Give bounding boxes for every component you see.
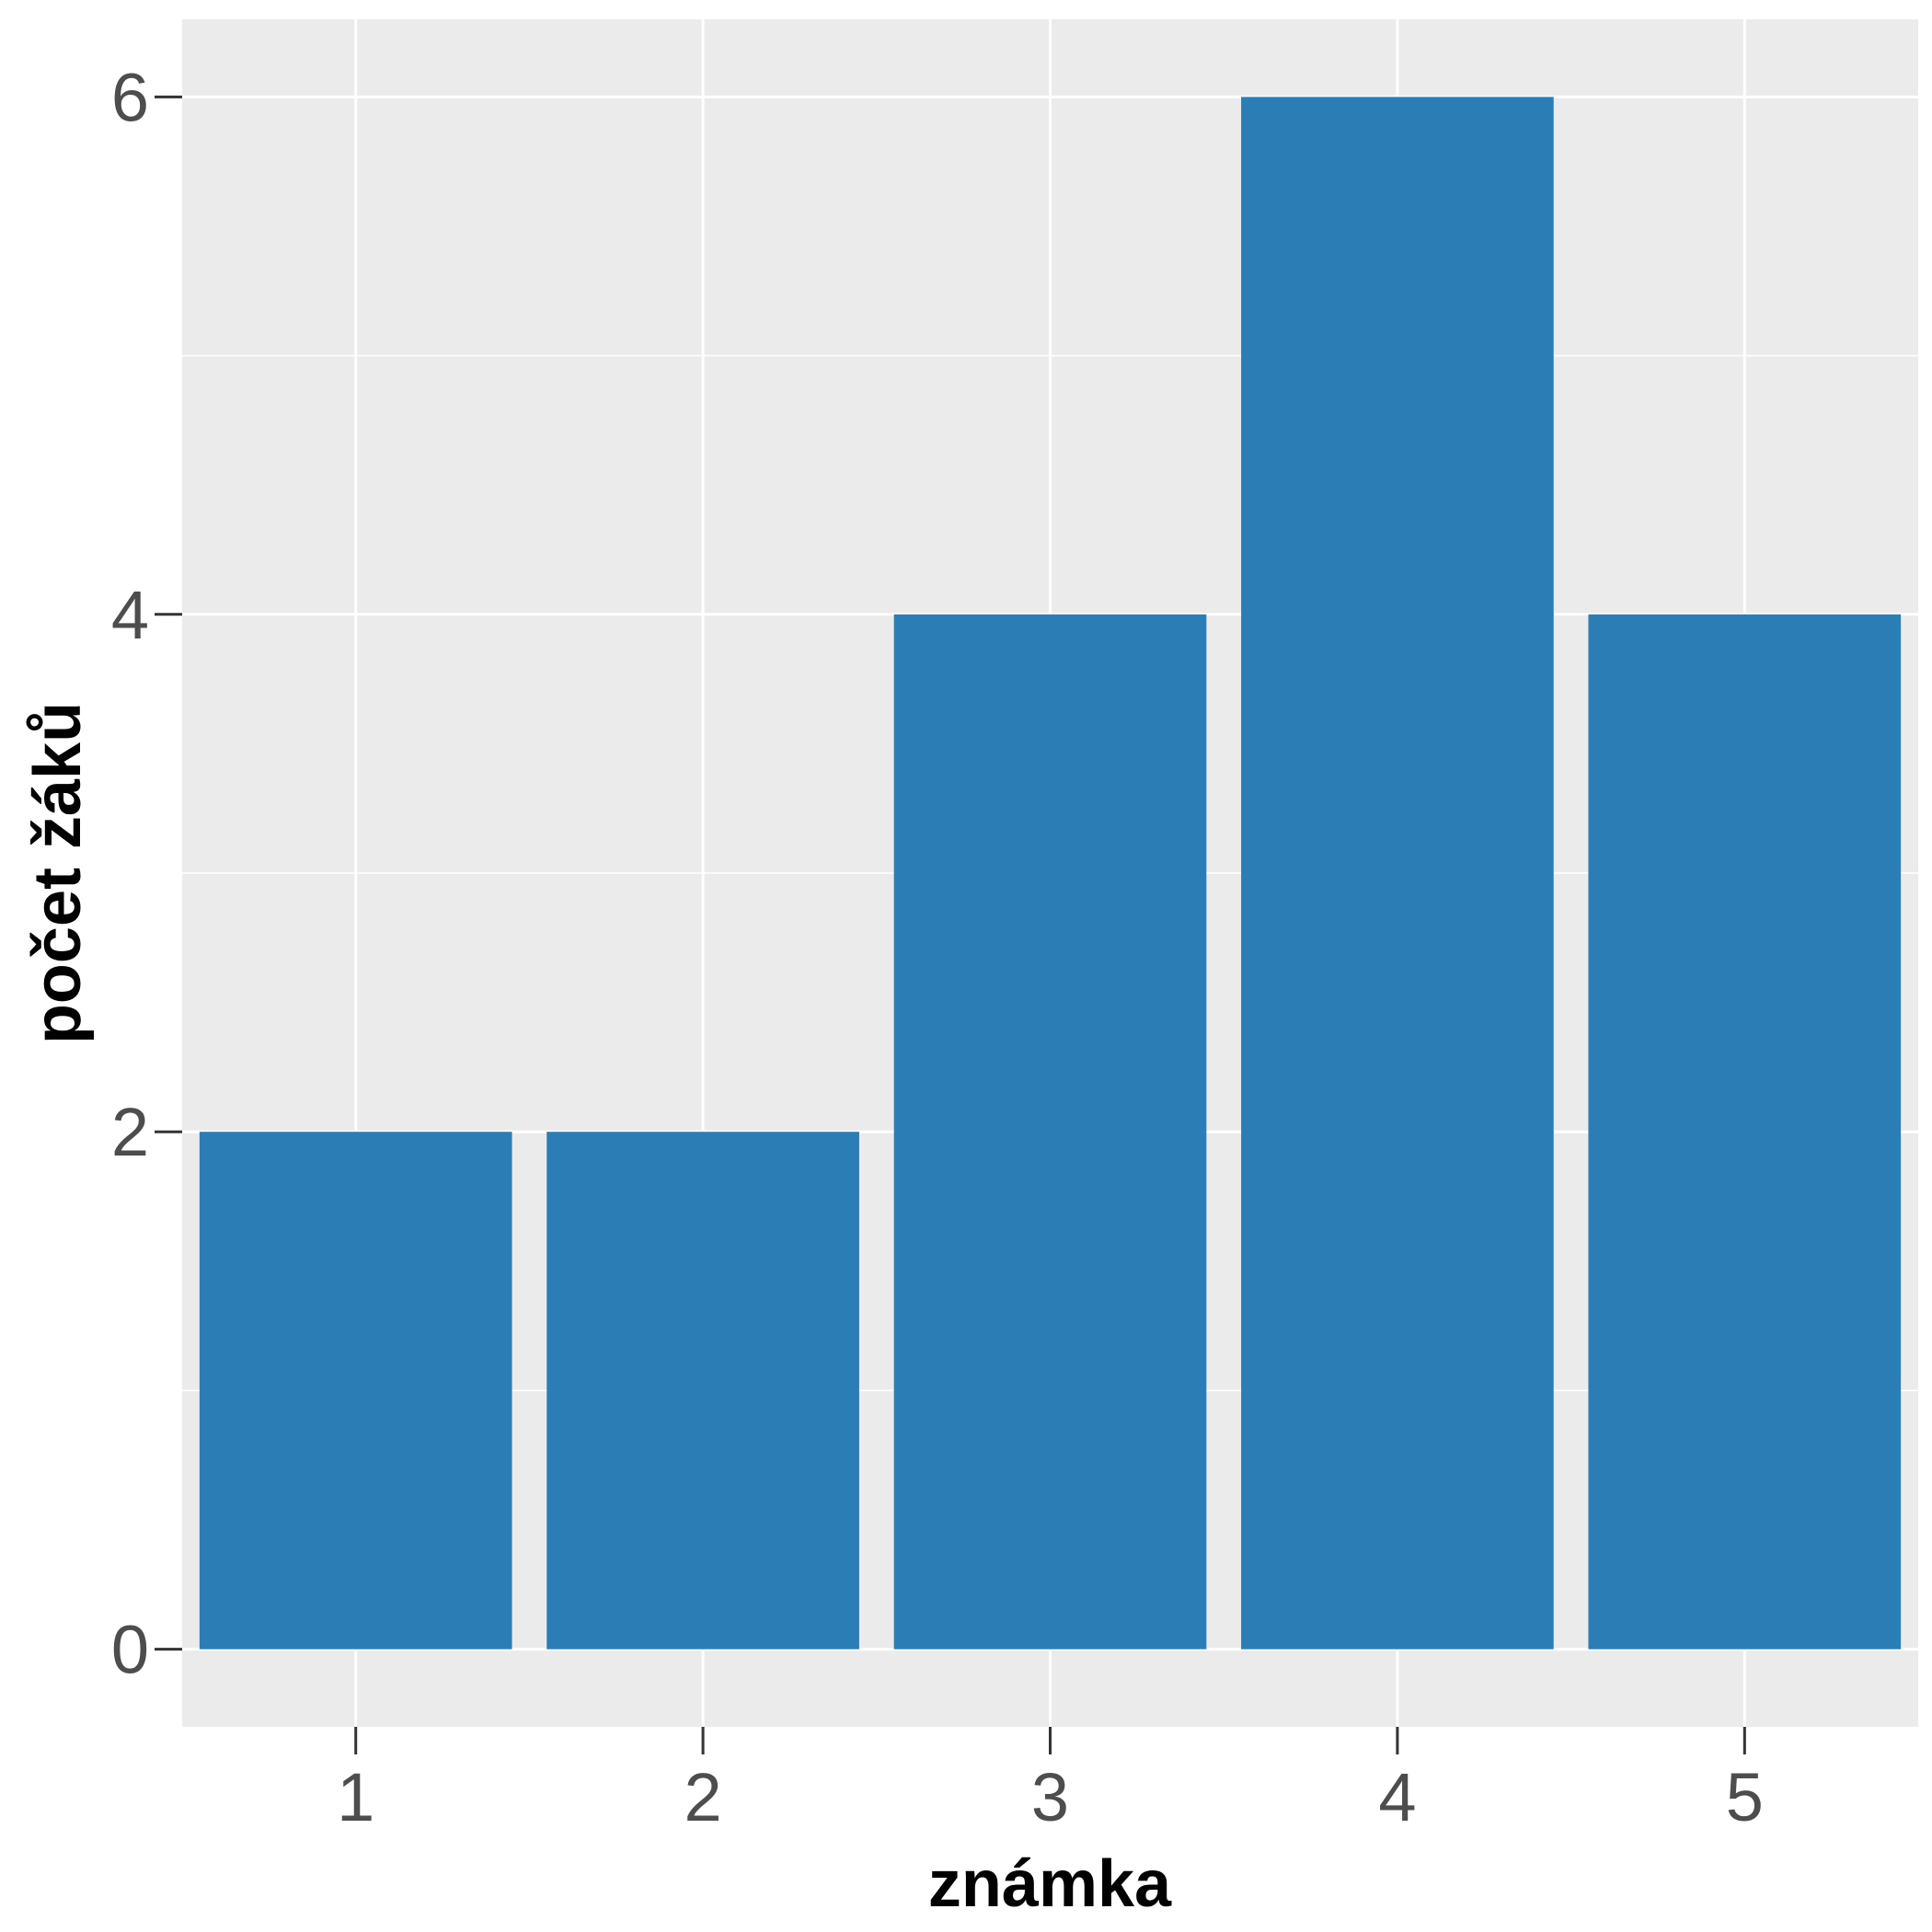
y-tick-label: 0 [111, 1612, 149, 1688]
x-tick-label: 2 [684, 1759, 722, 1835]
y-tick-label: 4 [111, 577, 149, 653]
y-axis-title: počet žáků [21, 702, 95, 1044]
x-axis: 1 2 3 4 5 [337, 1727, 1764, 1835]
bar-5 [1588, 614, 1902, 1650]
y-axis: 0 2 4 6 [111, 59, 182, 1688]
bars [199, 97, 1902, 1650]
x-axis-title: známka [928, 1847, 1172, 1921]
bar-1 [199, 1132, 512, 1650]
x-tick-label: 3 [1031, 1759, 1069, 1835]
y-tick-label: 2 [111, 1094, 149, 1170]
x-tick-label: 5 [1726, 1759, 1764, 1835]
x-tick-label: 1 [337, 1759, 374, 1835]
bar-3 [893, 614, 1207, 1650]
bar-2 [546, 1132, 859, 1650]
x-tick-label: 4 [1378, 1759, 1416, 1835]
bar-4 [1241, 97, 1554, 1650]
y-tick-label: 6 [111, 59, 149, 135]
